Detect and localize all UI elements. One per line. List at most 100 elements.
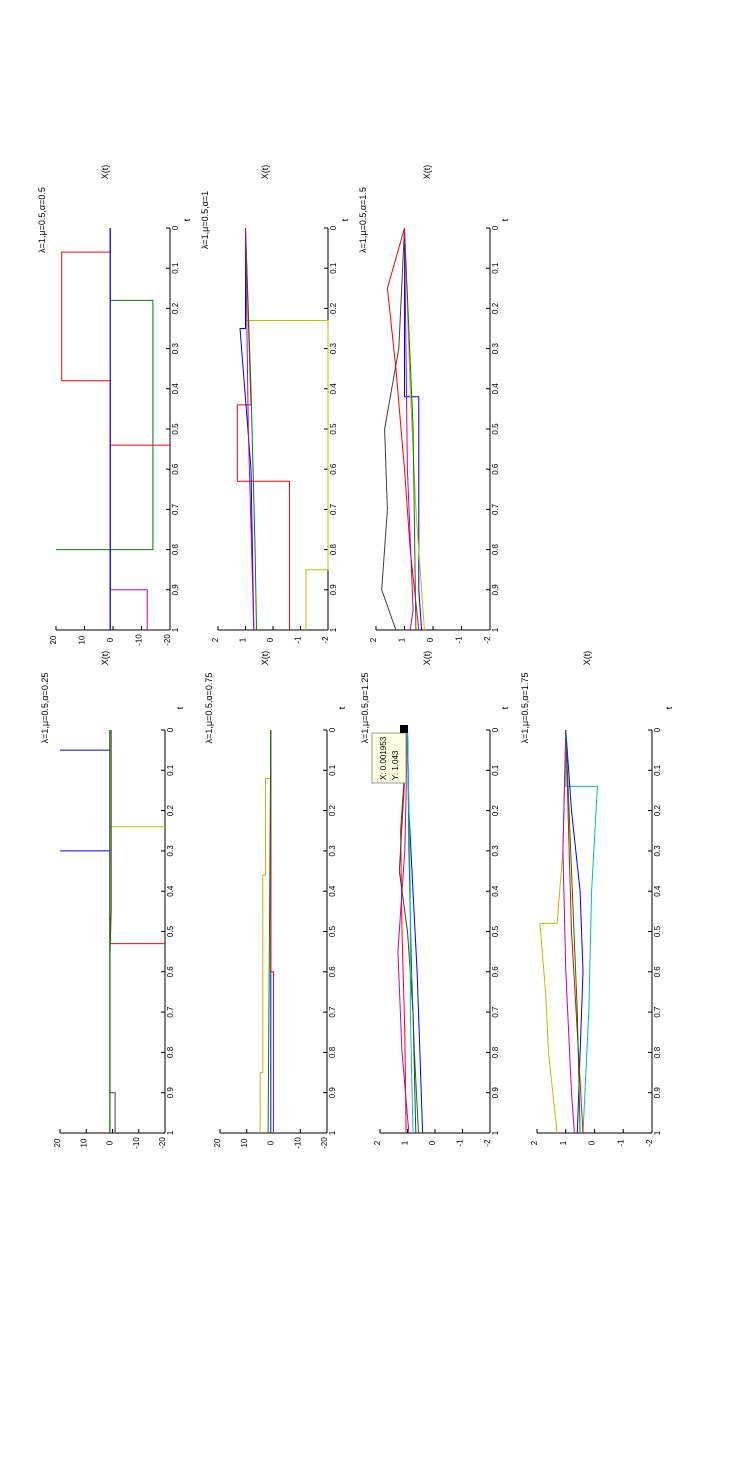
panel-5: 0 0.1 0.2 0.3 0.4 0.5 0.6 0.7 0.8 0.9 1 20 10 0 -10 -20… (37, 165, 192, 646)
t-tick-label: 1 (329, 627, 338, 632)
series-line-6 (404, 227, 414, 631)
panel-title: λ=1,μ=0.5,α=1.25 (360, 673, 370, 744)
series-line-6 (565, 729, 581, 1134)
panel-title: λ=1,μ=0.5,α=0.5 (37, 187, 47, 253)
series-line-5 (109, 730, 112, 1133)
y-tick-label: -1 (456, 1139, 465, 1147)
t-tick-label: 0.2 (653, 804, 662, 816)
t-tick-label: 0.1 (328, 764, 337, 776)
t-tick-label: 0.6 (329, 463, 338, 475)
t-tick-label: 0.9 (491, 584, 500, 596)
t-tick-label: 0 (166, 727, 175, 732)
y-tick-label: 2 (373, 1140, 382, 1145)
t-tick-label: 1 (653, 1130, 662, 1135)
series-line-5 (398, 729, 417, 1134)
y-tick-label: -1 (294, 636, 303, 644)
t-tick-label: 1 (171, 627, 180, 632)
series-line-4 (245, 227, 257, 631)
y-tick-label: 10 (79, 1138, 88, 1147)
y-tick-label: 1 (239, 637, 248, 642)
series-line-4 (267, 729, 272, 1134)
t-tick-label: 0.9 (491, 1087, 500, 1099)
series-line-1 (61, 228, 170, 630)
t-tick-label: 0.2 (491, 804, 500, 816)
t-tick-label: 0 (329, 225, 338, 230)
x-axis-title: t (337, 706, 347, 709)
t-tick-label: 0.9 (171, 584, 180, 596)
y-tick-label: 0 (267, 1140, 276, 1145)
y-axis-title: X(t) (100, 165, 110, 180)
series-line-1 (565, 730, 598, 1134)
t-tick-label: 0.3 (166, 845, 175, 857)
y-tick-label: 0 (106, 1140, 115, 1145)
t-tick-label: 0.6 (491, 966, 500, 978)
panel-6: 0 0.1 0.2 0.3 0.4 0.5 0.6 0.7 0.8 0.9 1 2 1 0 -1 -2 λ=1,… (200, 165, 350, 644)
t-tick-label: 1 (491, 1130, 500, 1135)
series-line-4 (407, 729, 419, 1134)
y-tick-label: 0 (266, 637, 275, 642)
t-tick-label: 0.3 (491, 845, 500, 857)
t-tick-label: 0.6 (171, 463, 180, 475)
datatip-box (371, 732, 407, 784)
t-tick-label: 0.6 (166, 966, 175, 978)
y-axis-title: X(t) (260, 165, 270, 180)
t-tick-label: 0.9 (166, 1087, 175, 1099)
y-tick-label: -2 (321, 636, 330, 644)
t-tick-label: 0.6 (328, 966, 337, 978)
series-line-5 (404, 227, 417, 631)
t-tick-label: 0.4 (329, 383, 338, 395)
t-tick-label: 0.6 (491, 463, 500, 475)
panel-2: 0 0.1 0.2 0.3 0.4 0.5 0.6 0.7 0.8 0.9 1 20 10 0 -10 -20… (204, 651, 347, 1149)
t-tick-label: 0.5 (653, 925, 662, 937)
series-line-2 (56, 228, 154, 630)
t-tick-label: 0.2 (171, 302, 180, 314)
series-line-2 (245, 228, 329, 630)
t-tick-label: 0.5 (328, 925, 337, 937)
y-tick-label: 20 (213, 1138, 222, 1147)
t-tick-label: 0.2 (491, 302, 500, 314)
t-tick-label: 0.9 (653, 1087, 662, 1099)
series-line-5 (245, 227, 255, 631)
series-line-4 (565, 729, 584, 1134)
t-tick-label: 0.8 (653, 1046, 662, 1058)
series-line-1 (381, 227, 405, 631)
t-tick-label: 0.6 (653, 966, 662, 978)
t-tick-label: 0.8 (328, 1046, 337, 1058)
series-line-2 (109, 730, 165, 1133)
series-line-2 (539, 729, 567, 1134)
y-tick-label: 20 (53, 1138, 62, 1147)
t-tick-label: 0 (491, 727, 500, 732)
t-tick-label: 0 (328, 727, 337, 732)
y-tick-label: -10 (132, 1137, 141, 1149)
y-axis-title: X(t) (582, 651, 592, 666)
t-tick-label: 0.7 (491, 1006, 500, 1018)
t-tick-label: 0.5 (166, 925, 175, 937)
datatip-x: X: 0.001953 (379, 736, 388, 780)
t-tick-label: 0.3 (329, 342, 338, 354)
t-tick-label: 0 (171, 225, 180, 230)
t-tick-label: 0.2 (328, 804, 337, 816)
t-tick-label: 0.5 (329, 423, 338, 435)
y-tick-label: -1 (455, 636, 464, 644)
t-tick-label: 0.8 (329, 543, 338, 555)
panel-4: 0 0.1 0.2 0.3 0.4 0.5 0.6 0.7 0.8 0.9 1 2 1 0 -1 -2 λ=1,… (520, 651, 674, 1147)
y-tick-label: 20 (49, 635, 58, 644)
series-line-5 (562, 729, 575, 1134)
panel-title: λ=1,μ=0.5,α=0.25 (40, 673, 50, 744)
series-line-3 (109, 730, 165, 1133)
t-tick-label: 0.1 (166, 764, 175, 776)
x-axis-title: t (500, 218, 510, 221)
x-axis-title: t (340, 218, 350, 221)
y-tick-label: -2 (645, 1139, 654, 1147)
series-line-2 (400, 729, 408, 1134)
t-tick-label: 0.1 (171, 262, 180, 274)
y-tick-label: 10 (240, 1138, 249, 1147)
panel-title: λ=1,μ=0.5,α=1.5 (358, 187, 368, 253)
t-tick-label: 0 (653, 727, 662, 732)
panel-3: 0 0.1 0.2 0.3 0.4 0.5 0.6 0.7 0.8 0.9 1 2 1 0 -1 -2 λ=1,… (360, 651, 510, 1147)
datatip[interactable]: X: 0.001953 Y: 1.043 (371, 725, 408, 784)
x-axis-title: t (664, 706, 674, 709)
t-tick-label: 0.7 (171, 503, 180, 515)
t-tick-label: 1 (491, 627, 500, 632)
y-axis-title: X(t) (100, 651, 110, 666)
